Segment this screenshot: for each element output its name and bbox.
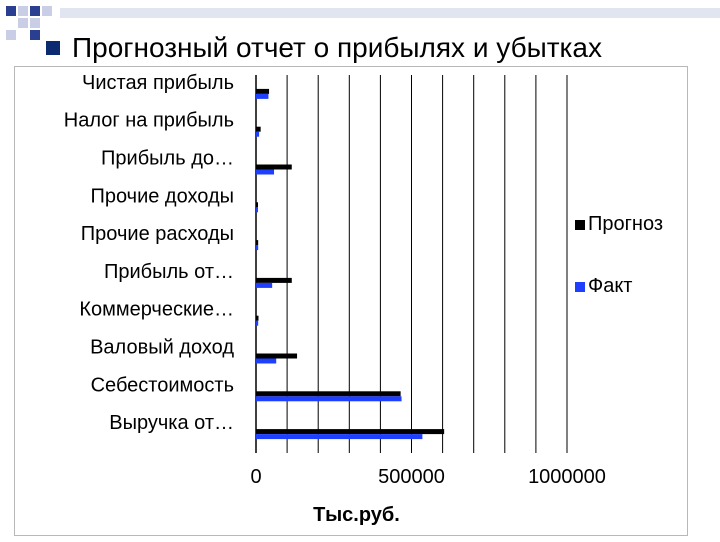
bar-forecast bbox=[256, 315, 259, 321]
category-label: Коммерческие… bbox=[79, 299, 234, 321]
header-decoration bbox=[6, 6, 720, 40]
bar-forecast bbox=[256, 391, 401, 397]
bar-actual bbox=[256, 396, 402, 402]
bar-actual bbox=[256, 245, 259, 251]
x-axis-title: Тыс.руб. bbox=[313, 504, 400, 526]
bar-forecast bbox=[256, 277, 292, 283]
category-label: Валовый доход bbox=[90, 337, 234, 359]
decoration-square bbox=[30, 6, 40, 16]
legend-label-actual: Факт bbox=[588, 275, 632, 297]
decoration-band bbox=[60, 8, 720, 18]
bar-forecast bbox=[256, 164, 292, 170]
bar-actual bbox=[256, 93, 269, 99]
category-label: Прибыль до… bbox=[101, 148, 234, 170]
category-label: Прочие расходы bbox=[81, 223, 234, 245]
bar-actual bbox=[256, 358, 277, 364]
x-tick-label: 0 bbox=[250, 466, 261, 488]
chart-frame: Чистая прибыль Налог на прибыль Прибыль до… bbox=[14, 66, 688, 536]
bar-actual bbox=[256, 320, 259, 326]
bar-actual bbox=[256, 207, 258, 213]
category-label: Чистая прибыль bbox=[82, 72, 234, 94]
decoration-square bbox=[6, 30, 16, 40]
category-label: Выручка от… bbox=[109, 412, 234, 434]
legend-label-forecast: Прогноз bbox=[588, 213, 663, 235]
bar-forecast bbox=[256, 202, 258, 208]
category-label: Прочие доходы bbox=[90, 185, 234, 207]
bar-actual bbox=[256, 131, 260, 137]
x-tick-label: 500000 bbox=[378, 466, 445, 488]
decoration-square bbox=[6, 6, 16, 16]
category-label: Налог на прибыль bbox=[64, 110, 234, 132]
bar-forecast bbox=[256, 126, 261, 132]
bar-forecast bbox=[256, 429, 445, 435]
decoration-square bbox=[18, 18, 28, 28]
slide-title: Прогнозный отчет о прибылях и убытках bbox=[46, 28, 602, 68]
decoration-square bbox=[30, 30, 40, 40]
page-title: Прогнозный отчет о прибылях и убытках bbox=[72, 32, 602, 63]
bar-forecast bbox=[256, 88, 270, 94]
category-label: Прибыль от… bbox=[104, 261, 234, 283]
bar-forecast bbox=[256, 240, 259, 246]
category-label: Себестоимость bbox=[91, 374, 234, 396]
decoration-square bbox=[30, 18, 40, 28]
bar-actual bbox=[256, 282, 273, 288]
bar-chart: Чистая прибыль Налог на прибыль Прибыль до… bbox=[64, 72, 663, 526]
decoration-square bbox=[18, 6, 28, 16]
decoration-square bbox=[42, 6, 52, 16]
legend-swatch-actual bbox=[575, 282, 585, 292]
bar-forecast bbox=[256, 353, 298, 359]
x-tick-label: 1000000 bbox=[528, 466, 606, 488]
bar-actual bbox=[256, 169, 275, 175]
bar-actual bbox=[256, 434, 423, 440]
bullet-square-icon bbox=[46, 41, 60, 55]
legend-swatch-forecast bbox=[575, 220, 585, 230]
